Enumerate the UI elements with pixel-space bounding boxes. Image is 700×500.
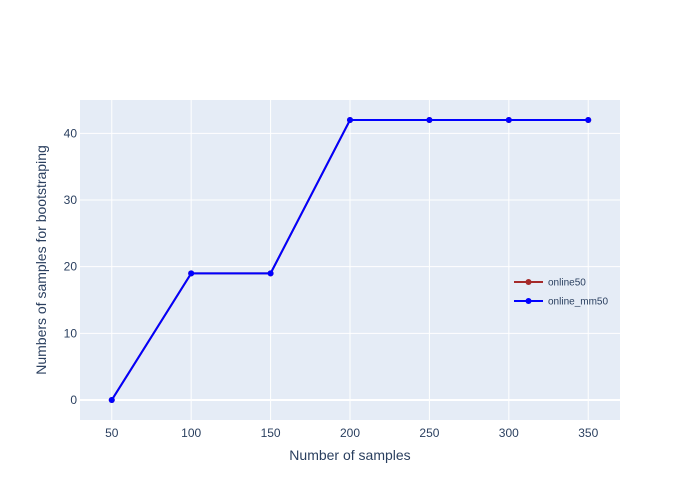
data-point xyxy=(267,270,274,277)
grid xyxy=(80,100,620,420)
data-point xyxy=(347,117,353,123)
x-tick-label: 50 xyxy=(105,426,119,440)
x-tick-label: 100 xyxy=(181,426,201,440)
legend-item-online_mm50[interactable]: online_mm50 xyxy=(514,297,608,308)
legend[interactable]: online50 online_mm50 xyxy=(514,278,608,308)
data-point xyxy=(585,117,592,123)
legend-label: online50 xyxy=(548,278,586,289)
x-tick-label: 250 xyxy=(419,426,439,440)
y-tick-label: 30 xyxy=(64,193,78,207)
y-tick-label: 40 xyxy=(64,126,78,140)
data-point xyxy=(108,397,115,403)
series-layer xyxy=(108,117,592,403)
legend-marker xyxy=(525,279,532,285)
x-tick-label: 300 xyxy=(499,426,519,440)
legend-label: online_mm50 xyxy=(548,297,608,308)
y-axis-title: Numbers of samples for bootstraping xyxy=(33,145,49,375)
x-tick-label: 350 xyxy=(578,426,598,440)
y-tick-label: 10 xyxy=(64,326,78,340)
y-tick-label: 0 xyxy=(70,393,77,407)
y-axis-ticks: 0 10 20 30 40 xyxy=(64,126,78,407)
x-tick-label: 200 xyxy=(340,426,360,440)
x-axis-title: Number of samples xyxy=(289,447,410,463)
data-point xyxy=(188,270,195,277)
y-tick-label: 20 xyxy=(64,260,78,274)
legend-marker xyxy=(525,298,532,304)
legend-item-online50[interactable]: online50 xyxy=(514,278,586,289)
data-point xyxy=(426,117,433,123)
x-axis-ticks: 50 100 150 200 250 300 350 xyxy=(105,426,598,440)
data-point xyxy=(505,117,512,123)
series-online_mm50 xyxy=(108,117,592,403)
x-tick-label: 150 xyxy=(261,426,281,440)
